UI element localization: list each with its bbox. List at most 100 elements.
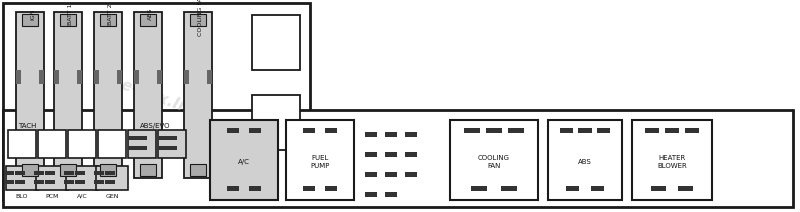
Bar	[100, 14, 116, 26]
Bar	[184, 70, 189, 84]
Bar	[190, 164, 206, 176]
Bar	[137, 146, 147, 150]
Bar	[560, 128, 573, 133]
Bar	[140, 14, 156, 26]
Bar	[385, 152, 397, 157]
Bar	[250, 186, 262, 191]
Bar	[54, 12, 82, 178]
Bar	[128, 136, 138, 140]
Bar	[365, 152, 377, 157]
Bar	[158, 130, 186, 158]
Text: FUEL
PUMP: FUEL PUMP	[310, 155, 330, 169]
Bar	[385, 172, 397, 177]
Bar	[385, 132, 397, 137]
Bar	[501, 186, 517, 191]
Bar	[137, 136, 147, 140]
Bar	[134, 70, 139, 84]
Bar	[38, 130, 66, 158]
Bar	[508, 128, 524, 133]
Text: COOLING
FAN: COOLING FAN	[478, 155, 510, 169]
Bar	[15, 180, 25, 184]
Bar	[252, 95, 300, 150]
Bar	[190, 14, 206, 26]
Bar	[326, 186, 338, 191]
Text: TACH: TACH	[18, 123, 36, 129]
Text: GEN: GEN	[106, 194, 118, 199]
Bar	[22, 164, 38, 176]
Bar	[302, 186, 314, 191]
Bar	[60, 164, 76, 176]
Text: PCM: PCM	[46, 194, 58, 199]
Bar	[96, 166, 128, 190]
Text: ABS: ABS	[148, 8, 153, 20]
Bar	[158, 146, 168, 150]
Bar	[64, 180, 74, 184]
Bar	[678, 186, 693, 191]
Bar	[405, 152, 417, 157]
Bar	[4, 180, 14, 184]
Bar	[94, 70, 99, 84]
Bar	[471, 186, 487, 191]
Text: COOLING FAN: COOLING FAN	[198, 0, 203, 36]
Bar	[566, 186, 579, 191]
Text: HEATER
BLOWER: HEATER BLOWER	[657, 155, 687, 169]
Bar	[207, 70, 212, 84]
Bar	[210, 120, 278, 200]
Bar	[486, 128, 502, 133]
Text: A/C: A/C	[238, 159, 250, 165]
Bar	[45, 180, 55, 184]
Bar	[286, 120, 354, 200]
Bar	[252, 15, 300, 70]
Text: A/C: A/C	[77, 194, 87, 199]
Bar	[94, 180, 104, 184]
Bar	[365, 192, 377, 197]
Bar	[578, 128, 592, 133]
Bar	[68, 130, 96, 158]
Text: ABS/EVO: ABS/EVO	[140, 123, 170, 129]
Bar	[140, 164, 156, 176]
Text: ABS: ABS	[578, 159, 592, 165]
Text: Fuse-Box.Info: Fuse-Box.Info	[93, 68, 207, 122]
Bar	[167, 146, 177, 150]
Bar	[3, 110, 793, 207]
Bar	[22, 14, 38, 26]
Bar	[651, 186, 666, 191]
Bar	[34, 180, 44, 184]
Bar	[405, 132, 417, 137]
Bar	[365, 172, 377, 177]
Bar	[464, 128, 480, 133]
Bar	[365, 132, 377, 137]
Bar	[158, 136, 168, 140]
Bar	[184, 12, 212, 178]
Bar	[39, 70, 44, 84]
Bar	[54, 70, 59, 84]
Bar	[117, 70, 122, 84]
Bar	[75, 171, 85, 175]
Bar	[226, 128, 238, 133]
Bar	[302, 128, 314, 133]
Bar	[105, 171, 115, 175]
Bar	[685, 128, 699, 133]
Bar	[8, 130, 36, 158]
Bar	[665, 128, 679, 133]
Bar	[128, 130, 156, 158]
Bar	[64, 171, 74, 175]
Bar	[405, 172, 417, 177]
Text: BATT 1: BATT 1	[68, 3, 73, 25]
Bar	[167, 136, 177, 140]
Bar	[77, 70, 82, 84]
Bar	[450, 120, 538, 200]
Bar	[45, 171, 55, 175]
Bar	[590, 186, 604, 191]
Bar	[645, 128, 659, 133]
Bar	[157, 70, 162, 84]
Bar	[632, 120, 712, 200]
Bar	[66, 166, 98, 190]
Text: BLO: BLO	[16, 194, 28, 199]
Bar	[3, 3, 310, 200]
Bar	[75, 180, 85, 184]
Bar	[94, 171, 104, 175]
Bar	[60, 14, 76, 26]
Text: IGN: IGN	[30, 8, 35, 20]
Bar	[128, 146, 138, 150]
